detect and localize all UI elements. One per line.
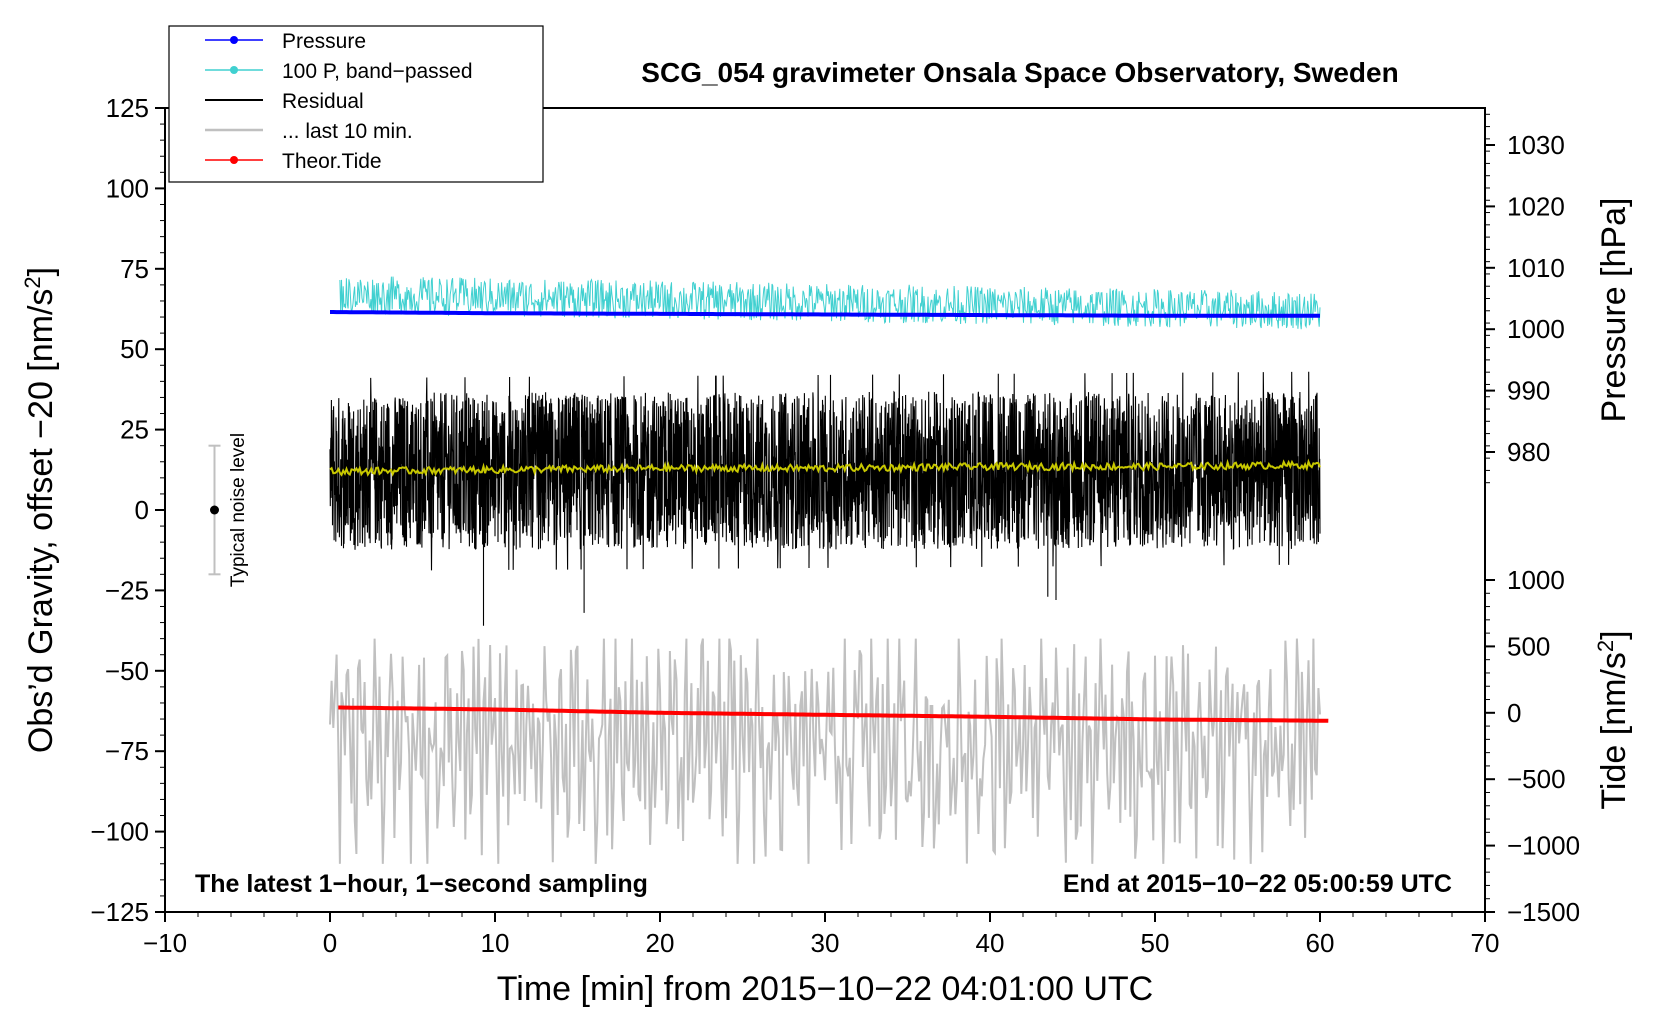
x-tick-label: 70	[1471, 928, 1500, 958]
legend-marker-theor-tide	[230, 156, 238, 164]
axis-ticks: −10 0 10 20 30 40 50 60 701251007550250−25−50−75…	[90, 93, 1580, 958]
x-tick-label: 10	[481, 928, 510, 958]
tide-tick-label: 1000	[1507, 565, 1565, 595]
legend-label-theor-tide: Theor.Tide	[282, 150, 382, 173]
x-axis-title: Time [min] from 2015−10−22 04:01:00 UTC	[497, 970, 1153, 1008]
tide-tick-label: 0	[1507, 698, 1521, 728]
residual-trace	[329, 371, 1321, 626]
legend-entry-pressure: Pressure	[205, 30, 366, 53]
theoretical-tide-trace	[338, 705, 1329, 723]
noise-level-label: Typical noise level	[228, 433, 249, 587]
x-tick-label: 30	[811, 928, 840, 958]
legend-label-last-10-min: ... last 10 min.	[282, 120, 413, 143]
y-left-tick-label: 50	[120, 334, 149, 364]
y-left-tick-label: 100	[106, 173, 149, 203]
legend-entry-theor-tide: Theor.Tide	[205, 150, 382, 173]
pressure-tick-label: 990	[1507, 376, 1550, 406]
last-10-min-trace	[329, 638, 1321, 864]
pressure-tick-label: 1000	[1507, 314, 1565, 344]
legend-entry-band-passed: 100 P, band−passed	[205, 60, 473, 83]
noise-bar-center	[210, 505, 219, 515]
pressure-tick-label: 980	[1507, 437, 1550, 467]
x-tick-label: 60	[1306, 928, 1335, 958]
data-traces	[208, 276, 1329, 864]
pressure-tick-label: 1030	[1507, 130, 1565, 160]
pressure-tick-label: 1020	[1507, 191, 1565, 221]
y-left-tick-label: −100	[90, 817, 149, 847]
y-left-tick-label: 25	[120, 415, 149, 445]
legend-box	[168, 25, 544, 183]
x-tick-label: 40	[976, 928, 1005, 958]
pressure-tick-label: 1010	[1507, 253, 1565, 283]
legend-marker-band-passed	[230, 66, 238, 74]
pressure-trace	[330, 310, 1320, 318]
y-left-tick-label: 0	[135, 495, 149, 525]
x-tick-label: 0	[323, 928, 337, 958]
y-axis-pressure-title: Pressure [hPa]	[1595, 198, 1633, 423]
legend-label-residual: Residual	[282, 90, 364, 113]
annotation-sampling: The latest 1−hour, 1−second sampling	[195, 870, 648, 898]
legend-entry-residual: Residual	[205, 90, 364, 113]
x-tick-label: −10	[143, 928, 187, 958]
residual-smoothed-trace	[329, 458, 1321, 477]
annotation-end-time: End at 2015−10−22 05:00:59 UTC	[1063, 870, 1452, 898]
x-tick-label: 50	[1141, 928, 1170, 958]
y-left-tick-label: 75	[120, 254, 149, 284]
tide-tick-label: −500	[1507, 764, 1566, 794]
tide-tick-label: 500	[1507, 631, 1550, 661]
legend-label-band-passed: 100 P, band−passed	[282, 60, 473, 83]
tide-tick-label: −1500	[1507, 897, 1580, 927]
legend-label-pressure: Pressure	[282, 30, 366, 53]
legend: Pressure 100 P, band−passed Residual ...…	[168, 25, 544, 183]
y-left-tick-label: 125	[106, 93, 149, 123]
tide-tick-label: −1000	[1507, 831, 1580, 861]
y-left-tick-label: −25	[105, 575, 149, 605]
y-axis-tide-title: Tide [nm/s2]	[1593, 630, 1633, 809]
legend-marker-pressure	[230, 36, 238, 44]
y-left-tick-label: −125	[90, 897, 149, 927]
y-left-tick-label: −75	[105, 736, 149, 766]
y-axis-left-title: Obs’d Gravity, offset −20 [nm/s2]	[20, 267, 60, 753]
band-passed-pressure-trace	[339, 276, 1321, 330]
y-left-tick-label: −50	[105, 656, 149, 686]
legend-entry-last-10-min: ... last 10 min.	[205, 120, 413, 143]
chart-title: SCG_054 gravimeter Onsala Space Observat…	[641, 57, 1398, 88]
x-tick-label: 20	[646, 928, 675, 958]
